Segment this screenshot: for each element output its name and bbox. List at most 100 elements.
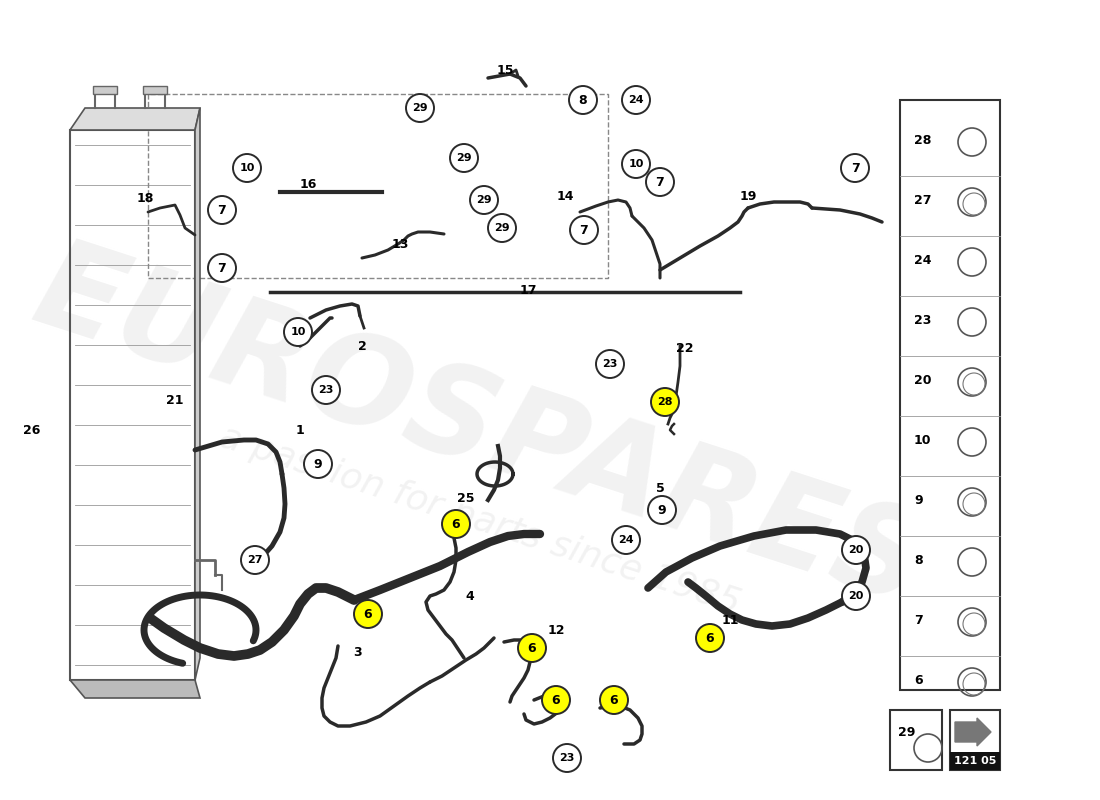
Circle shape — [569, 86, 597, 114]
Text: 5: 5 — [656, 482, 664, 494]
Text: 10: 10 — [290, 327, 306, 337]
Circle shape — [406, 94, 434, 122]
Text: 7: 7 — [850, 162, 859, 174]
Text: 16: 16 — [299, 178, 317, 190]
Circle shape — [651, 388, 679, 416]
Text: 26: 26 — [23, 423, 41, 437]
Text: 8: 8 — [579, 94, 587, 106]
Text: 23: 23 — [914, 314, 932, 326]
Circle shape — [646, 168, 674, 196]
Text: 15: 15 — [496, 63, 514, 77]
Circle shape — [284, 318, 312, 346]
Circle shape — [842, 154, 869, 182]
Circle shape — [312, 376, 340, 404]
Text: 24: 24 — [618, 535, 634, 545]
Circle shape — [696, 624, 724, 652]
Text: 2: 2 — [358, 341, 366, 354]
Circle shape — [488, 214, 516, 242]
Text: 29: 29 — [476, 195, 492, 205]
Text: 10: 10 — [628, 159, 643, 169]
Text: 1: 1 — [296, 423, 305, 437]
Text: 23: 23 — [318, 385, 333, 395]
FancyBboxPatch shape — [94, 86, 117, 94]
Text: 19: 19 — [739, 190, 757, 202]
Text: 23: 23 — [559, 753, 574, 763]
Text: 13: 13 — [392, 238, 409, 250]
Text: 6: 6 — [364, 607, 372, 621]
Text: 20: 20 — [848, 591, 864, 601]
Text: 7: 7 — [656, 175, 664, 189]
Text: a passion for parts since 1985: a passion for parts since 1985 — [216, 419, 745, 621]
Circle shape — [570, 216, 598, 244]
Text: 24: 24 — [628, 95, 643, 105]
Text: 29: 29 — [412, 103, 428, 113]
Text: 10: 10 — [240, 163, 255, 173]
Text: 24: 24 — [914, 254, 932, 266]
Text: 6: 6 — [528, 642, 537, 654]
Text: 18: 18 — [136, 191, 154, 205]
Text: 6: 6 — [706, 631, 714, 645]
Text: 10: 10 — [914, 434, 932, 446]
Circle shape — [542, 686, 570, 714]
FancyBboxPatch shape — [950, 752, 1000, 770]
Text: 6: 6 — [609, 694, 618, 706]
Text: 12: 12 — [548, 623, 564, 637]
Text: 27: 27 — [248, 555, 263, 565]
Circle shape — [621, 150, 650, 178]
Circle shape — [621, 86, 650, 114]
Text: 23: 23 — [603, 359, 618, 369]
FancyBboxPatch shape — [900, 100, 1000, 690]
Polygon shape — [195, 108, 200, 680]
Text: 9: 9 — [914, 494, 923, 506]
Text: 121 05: 121 05 — [954, 756, 997, 766]
Text: 7: 7 — [218, 262, 227, 274]
FancyBboxPatch shape — [950, 710, 1000, 770]
Circle shape — [596, 350, 624, 378]
Text: 11: 11 — [722, 614, 739, 626]
Text: 6: 6 — [914, 674, 923, 686]
Circle shape — [241, 546, 270, 574]
Circle shape — [842, 536, 870, 564]
Text: 7: 7 — [218, 203, 227, 217]
Polygon shape — [70, 680, 200, 698]
Text: 3: 3 — [354, 646, 362, 658]
Circle shape — [553, 744, 581, 772]
FancyArrow shape — [955, 718, 991, 746]
Polygon shape — [70, 108, 200, 130]
Text: 17: 17 — [519, 283, 537, 297]
Text: 29: 29 — [456, 153, 472, 163]
Text: 22: 22 — [676, 342, 694, 354]
Circle shape — [612, 526, 640, 554]
Circle shape — [842, 582, 870, 610]
Text: 7: 7 — [580, 223, 588, 237]
Circle shape — [600, 686, 628, 714]
Text: 8: 8 — [914, 554, 923, 566]
Text: 4: 4 — [465, 590, 474, 602]
Text: 6: 6 — [452, 518, 460, 530]
Circle shape — [442, 510, 470, 538]
Text: 27: 27 — [914, 194, 932, 206]
Text: 28: 28 — [658, 397, 673, 407]
Text: 9: 9 — [658, 503, 667, 517]
Text: 20: 20 — [914, 374, 932, 386]
Text: 14: 14 — [557, 190, 574, 202]
Circle shape — [518, 634, 546, 662]
Circle shape — [648, 496, 676, 524]
Text: 20: 20 — [848, 545, 864, 555]
Text: 25: 25 — [458, 491, 475, 505]
FancyBboxPatch shape — [143, 86, 167, 94]
Text: 9: 9 — [314, 458, 322, 470]
Circle shape — [354, 600, 382, 628]
Text: 21: 21 — [166, 394, 184, 406]
Text: 6: 6 — [552, 694, 560, 706]
Circle shape — [208, 254, 236, 282]
Text: 29: 29 — [898, 726, 915, 738]
Text: 7: 7 — [914, 614, 923, 626]
Text: EUROSPARES: EUROSPARES — [20, 229, 939, 631]
Circle shape — [233, 154, 261, 182]
Circle shape — [450, 144, 478, 172]
FancyBboxPatch shape — [890, 710, 942, 770]
Circle shape — [304, 450, 332, 478]
Circle shape — [208, 196, 236, 224]
Text: 28: 28 — [914, 134, 932, 146]
